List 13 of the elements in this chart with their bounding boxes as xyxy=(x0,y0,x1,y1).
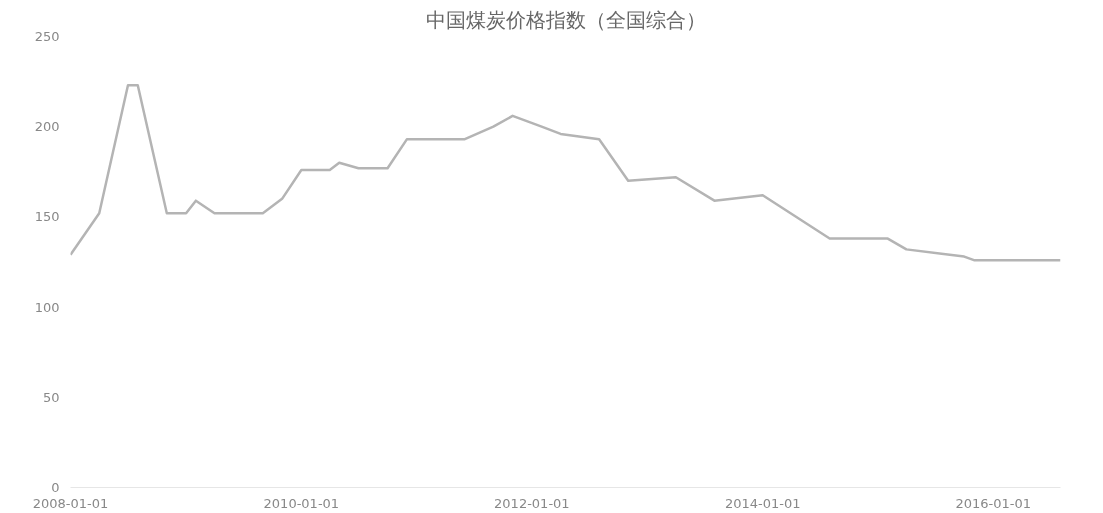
x-tick-label: 2010-01-01 xyxy=(263,495,340,511)
x-tick-label: 2014-01-01 xyxy=(724,495,801,511)
x-tick-label: 2012-01-01 xyxy=(494,495,570,511)
x-tick-label: 2008-01-01 xyxy=(32,495,109,511)
y-tick-label: 100 xyxy=(34,299,60,315)
chart-title: 中国煤炭价格指数（全国综合） xyxy=(425,7,706,32)
y-tick-label: 250 xyxy=(34,29,60,44)
y-tick-label: 50 xyxy=(42,389,60,405)
y-tick-label: 200 xyxy=(34,119,60,135)
x-tick-label: 2016-01-01 xyxy=(955,495,1032,511)
y-tick-label: 0 xyxy=(51,480,60,495)
line-series xyxy=(70,83,1061,262)
y-tick-label: 150 xyxy=(34,209,60,225)
